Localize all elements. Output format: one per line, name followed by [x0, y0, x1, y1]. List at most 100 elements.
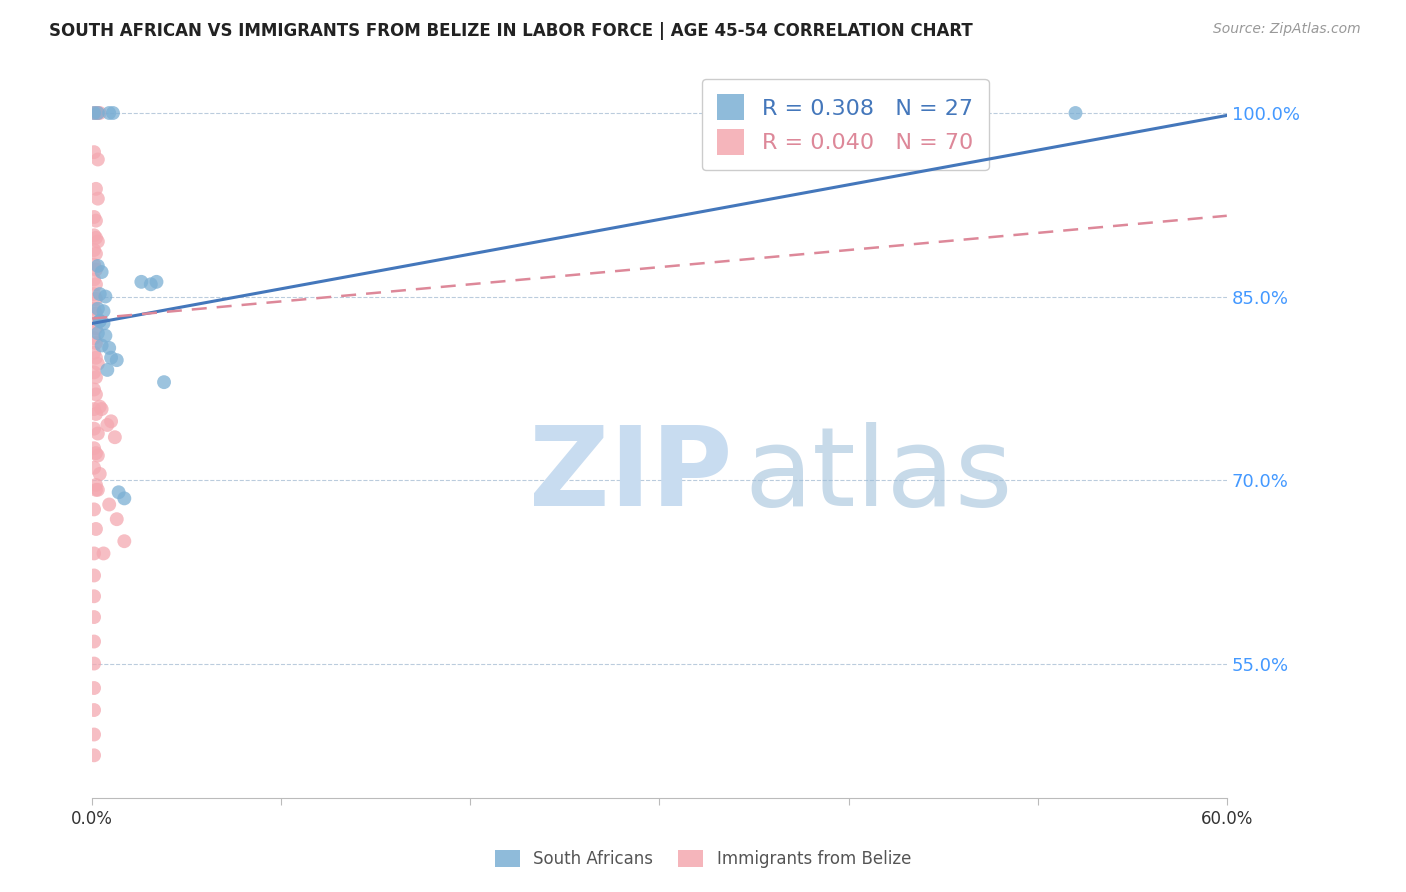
Point [87, 326, 110, 341]
Point [84, 407, 107, 421]
Point [87, 357, 110, 371]
Point [87, 449, 110, 463]
Point [83, 228, 105, 243]
Point [84, 231, 107, 245]
Point [98, 106, 121, 120]
Point [87, 426, 110, 441]
Point [90, 402, 112, 417]
Text: atlas: atlas [745, 422, 1014, 529]
Point [83, 145, 105, 160]
Point [89, 287, 111, 301]
Point [83, 727, 105, 741]
Point [83, 243, 105, 257]
Point [83, 402, 105, 417]
Legend: R = 0.308   N = 27, R = 0.040   N = 70: R = 0.308 N = 27, R = 0.040 N = 70 [702, 78, 988, 170]
Point [84, 106, 107, 120]
Point [84, 336, 107, 351]
Point [83, 441, 105, 455]
Point [100, 414, 122, 428]
Point [87, 483, 110, 497]
Point [87, 235, 110, 249]
Point [87, 153, 110, 167]
Point [89, 467, 111, 481]
Point [87, 192, 110, 206]
Point [93, 304, 115, 318]
Point [87, 301, 110, 316]
Point [107, 485, 129, 500]
Point [90, 265, 112, 279]
Text: SOUTH AFRICAN VS IMMIGRANTS FROM BELIZE IN LABOR FORCE | AGE 45-54 CORRELATION C: SOUTH AFRICAN VS IMMIGRANTS FROM BELIZE … [49, 22, 973, 40]
Point [96, 417, 118, 432]
Point [87, 259, 110, 273]
Point [98, 498, 121, 512]
Point [98, 341, 121, 355]
Point [83, 502, 105, 516]
Point [83, 317, 105, 331]
Point [84, 292, 107, 306]
Point [83, 460, 105, 475]
Point [93, 317, 115, 331]
Text: ZIP: ZIP [529, 422, 733, 529]
Point [84, 262, 107, 277]
Point [83, 287, 105, 301]
Text: Source: ZipAtlas.com: Source: ZipAtlas.com [1213, 22, 1361, 37]
Point [87, 106, 110, 120]
Point [83, 272, 105, 286]
Point [100, 351, 122, 365]
Point [83, 748, 105, 763]
Point [89, 314, 111, 328]
Point [84, 446, 107, 460]
Point [89, 314, 111, 328]
Point [139, 277, 162, 292]
Point [83, 657, 105, 671]
Point [89, 400, 111, 414]
Point [94, 328, 117, 343]
Point [84, 387, 107, 401]
Point [83, 301, 105, 316]
Legend: South Africans, Immigrants from Belize: South Africans, Immigrants from Belize [488, 843, 918, 875]
Point [112, 491, 135, 506]
Point [83, 568, 105, 582]
Point [83, 610, 105, 624]
Point [90, 338, 112, 352]
Point [84, 321, 107, 335]
Point [84, 370, 107, 384]
Point [83, 422, 105, 436]
Point [83, 346, 105, 360]
Point [1064, 106, 1087, 120]
Point [84, 246, 107, 260]
Point [84, 213, 107, 227]
Point [104, 430, 127, 444]
Point [83, 365, 105, 379]
Point [153, 375, 176, 389]
Point [83, 634, 105, 648]
Point [84, 478, 107, 492]
Point [131, 275, 153, 289]
Point [84, 307, 107, 321]
Point [96, 363, 118, 377]
Point [83, 106, 105, 120]
Point [83, 258, 105, 272]
Point [101, 106, 124, 120]
Point [83, 331, 105, 345]
Point [112, 534, 135, 549]
Point [93, 546, 115, 560]
Point [83, 383, 105, 397]
Point [83, 546, 105, 560]
Point [105, 512, 128, 526]
Point [83, 106, 105, 120]
Point [83, 589, 105, 603]
Point [83, 210, 105, 224]
Point [84, 483, 107, 497]
Point [84, 351, 107, 365]
Point [83, 681, 105, 695]
Point [89, 106, 111, 120]
Point [87, 106, 110, 120]
Point [145, 275, 167, 289]
Point [105, 353, 128, 368]
Point [84, 522, 107, 536]
Point [94, 289, 117, 303]
Point [83, 703, 105, 717]
Point [84, 277, 107, 292]
Point [84, 182, 107, 196]
